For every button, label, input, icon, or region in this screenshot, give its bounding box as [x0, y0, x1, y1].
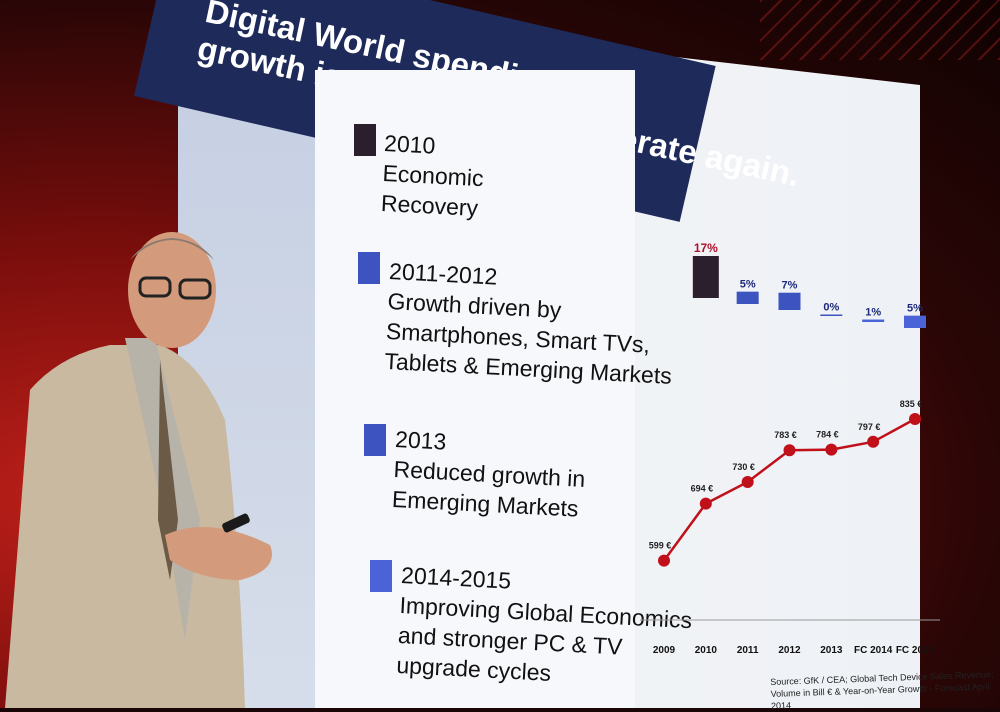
revenue-label: 783 € [774, 430, 797, 440]
revenue-label: 599 € [649, 541, 672, 551]
growth-bar [820, 314, 843, 316]
legend-line: Recovery [380, 189, 479, 221]
revenue-point [699, 497, 712, 510]
growth-bar [692, 256, 719, 298]
x-tick-label: 2010 [695, 645, 718, 656]
revenue-point [658, 554, 670, 567]
growth-label: 17% [694, 241, 718, 255]
revenue-point [741, 476, 754, 488]
revenue-point [783, 444, 796, 457]
revenue-label: 784 € [816, 430, 839, 440]
growth-bar [778, 292, 801, 310]
growth-chart: 17% 5% 7% 0% 1% 5% 599 € 694 € 730 € 783 € 784 € 7… [640, 241, 940, 656]
x-tick-label: 2012 [778, 645, 801, 656]
growth-label: 5% [907, 303, 923, 315]
x-tick-label: 2009 [653, 645, 676, 656]
growth-bar [736, 291, 759, 304]
growth-label: 1% [865, 307, 881, 319]
revenue-label: 835 € [900, 399, 923, 409]
legend-swatch-2010 [354, 124, 376, 156]
legend-entry-2010: 2010 Economic Recovery [380, 128, 486, 223]
legend-entry-2013: 2013 Reduced growth in Emerging Markets [391, 424, 587, 524]
presenter-hair [130, 238, 214, 260]
legend-swatch-2013 [364, 424, 386, 456]
growth-label: 7% [782, 280, 798, 292]
lighting-truss [760, 0, 1000, 60]
revenue-label: 730 € [732, 462, 755, 472]
glasses-right-lens [178, 278, 212, 300]
revenue-label: 797 € [858, 422, 881, 432]
legend-swatch-2011-2012 [358, 252, 380, 284]
x-tick-label: 2011 [737, 645, 759, 656]
revenue-point [825, 443, 838, 456]
presenter-hands [165, 527, 272, 580]
revenue-point [867, 435, 880, 448]
growth-bar [904, 315, 926, 328]
x-tick-label: FC 2014 [854, 645, 893, 656]
growth-label: 0% [823, 302, 839, 314]
revenue-label: 694 € [691, 484, 714, 494]
glasses-left-lens [138, 276, 172, 298]
presenter-tie [158, 360, 178, 580]
clicker-remote [222, 513, 250, 533]
x-tick-label: 2013 [820, 645, 843, 656]
growth-bar [862, 319, 885, 322]
presenter-head [128, 232, 216, 348]
presenter-jacket [5, 345, 245, 708]
legend-swatch-2014-2015 [370, 560, 392, 592]
legend-panel [315, 70, 635, 708]
presenter [5, 232, 272, 708]
growth-label: 5% [740, 279, 756, 291]
x-tick-label: FC 2015 [896, 645, 935, 656]
revenue-point [909, 413, 921, 425]
